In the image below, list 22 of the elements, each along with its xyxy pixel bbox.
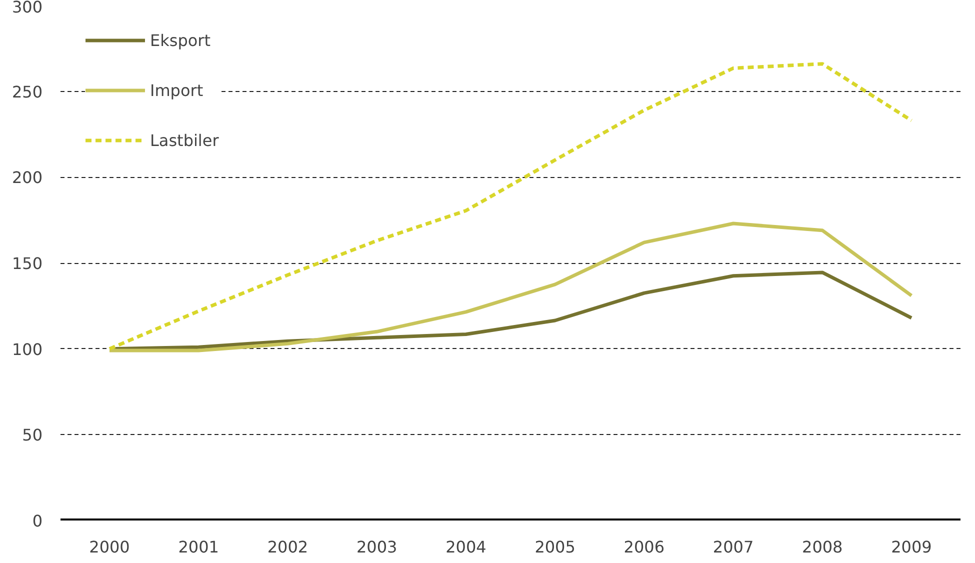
x-tick-label: 2006 — [624, 538, 665, 556]
y-tick-label: 50 — [22, 426, 42, 445]
legend-label: Import — [150, 80, 204, 100]
x-tick-label: 2004 — [446, 538, 486, 556]
y-tick-label: 100 — [12, 340, 43, 359]
x-tick-label: 2002 — [267, 538, 308, 556]
line-series — [108, 222, 914, 352]
y-tick-label: 200 — [12, 168, 43, 188]
x-tick-label: 2005 — [534, 538, 576, 556]
legend-label: Eksport — [150, 30, 211, 50]
x-tick-label: 2008 — [802, 538, 843, 556]
x-tick-label: 2000 — [89, 538, 130, 556]
y-tick-label: 300 — [12, 0, 43, 16]
line-series — [108, 62, 914, 351]
x-tick-label: 2007 — [712, 538, 754, 556]
x-tick-label: 2001 — [178, 538, 219, 556]
legend-label: Lastbiler — [150, 130, 219, 150]
y-tick-label: 0 — [32, 512, 43, 530]
x-tick-label: 2009 — [891, 538, 932, 556]
y-tick-label: 150 — [12, 254, 43, 273]
y-tick-label: 250 — [12, 82, 43, 102]
x-tick-label: 2003 — [356, 538, 398, 556]
